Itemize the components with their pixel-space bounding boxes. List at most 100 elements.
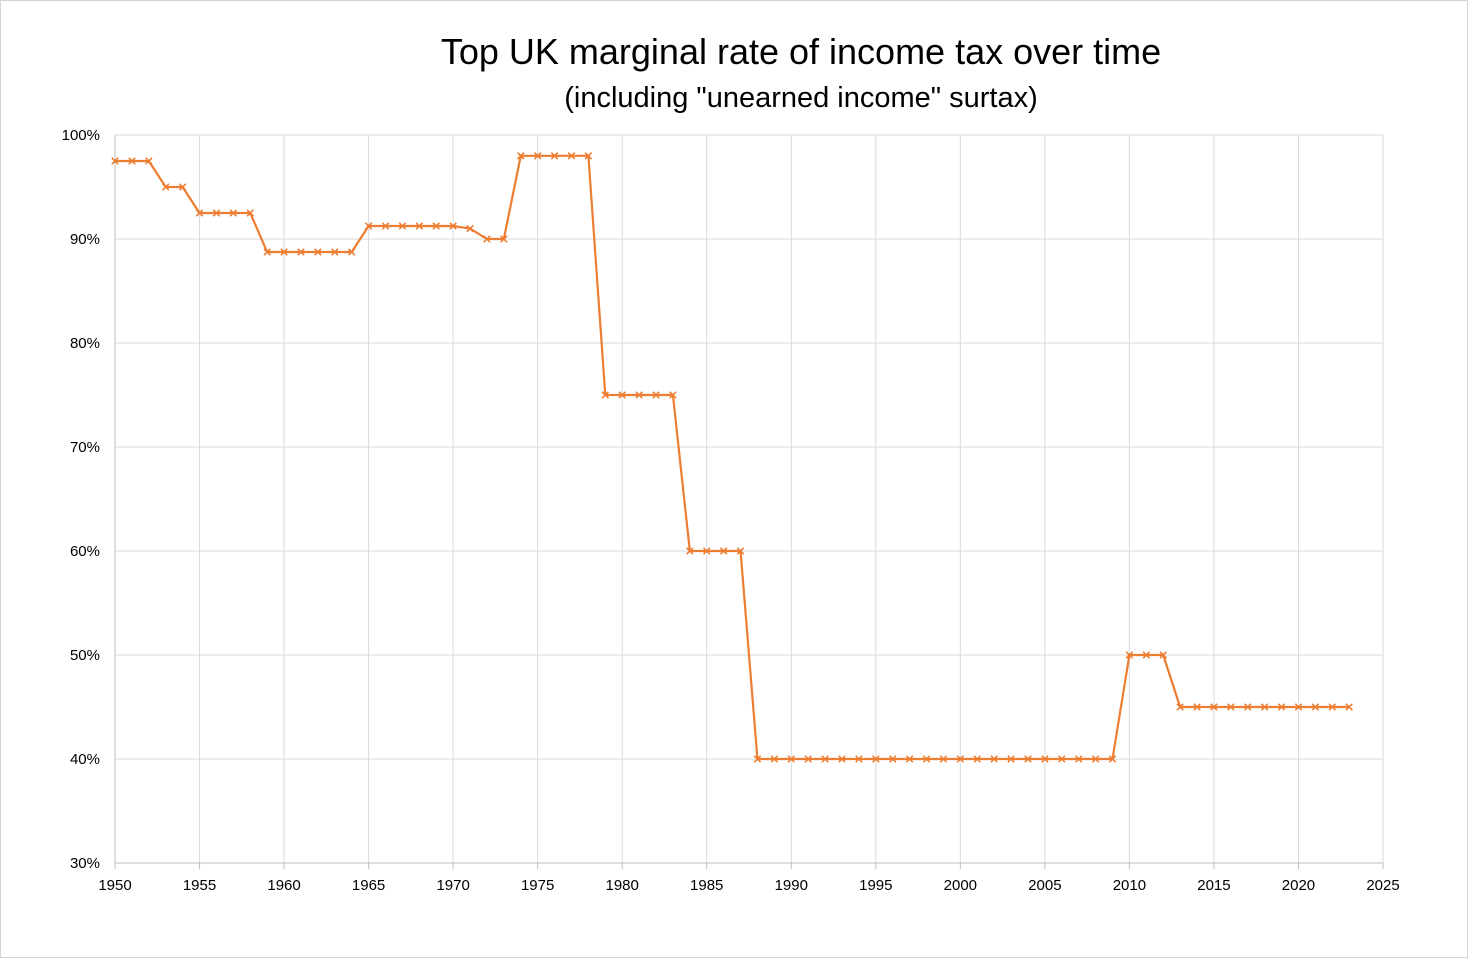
data-point-marker — [297, 248, 305, 256]
data-point-marker — [500, 235, 508, 243]
data-point-marker — [1142, 651, 1151, 659]
data-point-marker — [466, 224, 474, 233]
data-point-marker — [516, 152, 525, 160]
data-point-marker — [161, 183, 170, 191]
data-point-marker — [111, 157, 119, 165]
data-point-marker — [922, 755, 931, 763]
data-point-marker — [838, 755, 846, 763]
data-point-marker — [1227, 703, 1235, 711]
y-tick-label: 100% — [62, 127, 100, 144]
x-axis-tick-labels: 1950 1955 1960 1965 1970 1975 1980 1985 1990 1995… — [98, 877, 1399, 894]
x-tick-label: 1995 — [859, 877, 892, 894]
data-point-marker — [1210, 703, 1218, 711]
x-tick-label: 1960 — [267, 877, 300, 894]
data-point-marker — [888, 755, 897, 763]
data-series — [111, 152, 1353, 763]
data-point-marker — [1007, 755, 1015, 763]
y-axis-tick-labels: 30% 40% 50% 60% 70% 80% 90% 100% — [62, 127, 100, 872]
data-point-marker — [533, 152, 542, 160]
data-point-marker — [550, 152, 559, 160]
data-point-marker — [939, 755, 948, 763]
data-point-marker — [669, 391, 677, 399]
data-point-marker — [1260, 703, 1269, 711]
data-point-marker — [584, 152, 593, 160]
data-point-marker — [770, 755, 779, 763]
y-tick-label: 80% — [70, 335, 100, 352]
series-line — [115, 154, 1350, 761]
data-point-marker — [331, 248, 339, 256]
data-point-marker — [364, 222, 373, 230]
data-point-marker — [821, 755, 829, 763]
data-point-marker — [1294, 703, 1303, 711]
data-point-marker — [128, 157, 136, 165]
y-tick-label: 70% — [70, 439, 100, 456]
data-point-marker — [1311, 703, 1320, 711]
x-tick-label: 2010 — [1113, 877, 1146, 894]
x-tick-label: 1950 — [98, 877, 131, 894]
axes — [114, 135, 1384, 869]
data-point-marker — [381, 222, 390, 230]
data-point-marker — [787, 755, 796, 763]
data-point-marker — [1176, 703, 1184, 711]
y-tick-label: 40% — [70, 751, 100, 768]
data-point-marker — [1058, 755, 1066, 763]
data-point-marker — [872, 755, 880, 763]
x-tick-label: 2020 — [1282, 877, 1315, 894]
data-point-marker — [314, 248, 322, 256]
gridlines — [115, 134, 1384, 863]
data-point-marker — [212, 209, 221, 217]
data-point-marker — [990, 755, 998, 763]
data-point-marker — [855, 755, 863, 763]
data-point-marker — [973, 755, 982, 763]
data-point-marker — [567, 152, 576, 160]
x-tick-label: 2015 — [1197, 877, 1230, 894]
data-point-marker — [432, 222, 440, 230]
data-point-marker — [1277, 703, 1286, 711]
data-point-marker — [1159, 651, 1167, 659]
y-tick-label: 60% — [70, 543, 100, 560]
data-point-marker — [1091, 755, 1100, 763]
data-point-marker — [736, 547, 745, 555]
data-point-marker — [449, 222, 457, 230]
data-point-marker — [601, 391, 610, 399]
data-point-marker — [635, 391, 643, 399]
data-point-marker — [1024, 755, 1032, 763]
data-point-marker — [1243, 703, 1252, 711]
data-point-marker — [702, 547, 711, 555]
x-tick-label: 1980 — [606, 877, 639, 894]
data-point-marker — [1108, 755, 1117, 763]
chart-subtitle: (including "unearned income" surtax) — [564, 82, 1038, 114]
y-tick-label: 30% — [70, 855, 100, 872]
x-tick-label: 2005 — [1028, 877, 1061, 894]
data-point-marker — [178, 183, 187, 191]
data-point-marker — [483, 235, 491, 243]
data-point-marker — [804, 755, 812, 763]
chart-title: Top UK marginal rate of income tax over … — [441, 31, 1161, 72]
data-point-marker — [1125, 651, 1134, 659]
data-point-marker — [229, 209, 238, 217]
x-tick-label: 1975 — [521, 877, 554, 894]
x-tick-label: 1970 — [436, 877, 469, 894]
x-tick-label: 1965 — [352, 877, 385, 894]
data-point-marker — [686, 547, 694, 555]
data-point-marker — [652, 391, 660, 399]
data-point-marker — [1328, 703, 1337, 711]
data-point-marker — [1041, 755, 1049, 763]
x-tick-label: 2000 — [944, 877, 977, 894]
data-point-marker — [1193, 703, 1201, 711]
data-point-marker — [195, 209, 204, 217]
data-point-marker — [753, 755, 762, 763]
data-point-marker — [398, 222, 407, 230]
data-point-marker — [280, 248, 288, 256]
data-point-marker — [1074, 755, 1083, 763]
data-point-marker — [415, 222, 424, 230]
x-tick-label: 2025 — [1366, 877, 1399, 894]
y-tick-label: 50% — [70, 647, 100, 664]
data-point-marker — [719, 547, 728, 555]
data-point-marker — [956, 755, 965, 763]
data-point-marker — [1345, 703, 1353, 711]
data-point-marker — [263, 248, 271, 256]
data-point-marker — [905, 755, 914, 763]
